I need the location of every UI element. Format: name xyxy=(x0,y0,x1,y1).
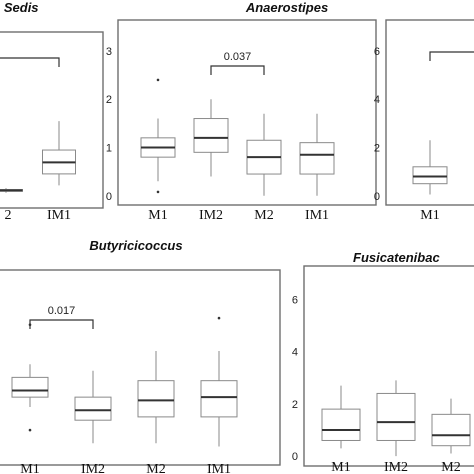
category-label: IM2 xyxy=(81,462,105,474)
category-label: M1 xyxy=(148,208,167,223)
panel-title: Fusicatenibac xyxy=(353,250,440,265)
panel-title: Anaerostipes xyxy=(245,0,328,15)
category-label: IM1 xyxy=(207,462,231,474)
box-body xyxy=(412,166,448,185)
category-label: M1 xyxy=(20,462,39,474)
category-label: M2 xyxy=(254,208,273,223)
box-M2 xyxy=(431,398,471,454)
box-IM1 xyxy=(42,121,76,186)
y-tick-label: 4 xyxy=(374,94,380,106)
chart-panel-1 xyxy=(117,19,377,206)
box-2 xyxy=(0,188,23,193)
category-label: M1 xyxy=(331,460,350,474)
significance-bracket xyxy=(210,65,265,75)
box-M1 xyxy=(140,78,176,194)
p-value-label: 0.017 xyxy=(48,305,76,317)
box-M2 xyxy=(246,113,282,196)
significance-bracket xyxy=(0,57,60,67)
category-label: IM2 xyxy=(199,208,223,223)
category-label: IM1 xyxy=(305,208,329,223)
box-body xyxy=(74,396,112,421)
category-label: M2 xyxy=(146,462,165,474)
box-IM2 xyxy=(193,99,229,177)
box-body xyxy=(431,413,471,447)
category-label: M1 xyxy=(420,208,439,223)
significance-bracket xyxy=(429,51,474,61)
box-body xyxy=(321,408,361,441)
panel-frame xyxy=(117,19,377,206)
y-tick-label: 6 xyxy=(292,294,298,306)
panel-frame xyxy=(385,19,474,206)
y-tick-label: 2 xyxy=(374,142,380,154)
box-M1 xyxy=(11,323,49,432)
y-tick-label: 0 xyxy=(374,191,380,203)
chart-panel-2 xyxy=(385,19,474,206)
y-tick-label: 0 xyxy=(292,451,298,463)
box-M1 xyxy=(412,140,448,195)
box-body xyxy=(137,380,175,418)
outlier-point xyxy=(217,316,221,320)
chart-panel-4 xyxy=(303,265,474,467)
box-body xyxy=(11,376,49,398)
y-tick-label: 3 xyxy=(106,46,112,58)
panel-frame xyxy=(0,31,104,209)
panel-title: Butyricicoccus xyxy=(89,238,182,253)
category-label: IM1 xyxy=(47,208,71,223)
significance-bracket xyxy=(29,319,94,329)
y-tick-label: 4 xyxy=(292,347,298,359)
outlier-point xyxy=(28,428,32,432)
box-M1 xyxy=(321,385,361,449)
panel-frame xyxy=(303,265,474,467)
box-body xyxy=(299,142,335,175)
box-IM2 xyxy=(74,370,112,444)
outlier-point xyxy=(156,78,160,82)
y-tick-label: 6 xyxy=(374,46,380,58)
category-label: M2 xyxy=(441,460,460,474)
p-value-label: 0.037 xyxy=(224,51,252,63)
category-label: 2 xyxy=(5,208,12,223)
y-tick-label: 2 xyxy=(106,94,112,106)
category-label: IM2 xyxy=(384,460,408,474)
chart-panel-3 xyxy=(0,269,281,466)
box-body xyxy=(376,392,416,441)
outlier-point xyxy=(156,190,160,194)
box-IM1 xyxy=(299,113,335,196)
y-tick-label: 0 xyxy=(106,191,112,203)
y-tick-label: 2 xyxy=(292,399,298,411)
panel-frame xyxy=(0,269,281,466)
box-body xyxy=(200,380,238,418)
panel-title: tae Sedis xyxy=(0,0,39,15)
chart-panel-0 xyxy=(0,31,104,209)
box-IM2 xyxy=(376,380,416,457)
box-IM1 xyxy=(200,316,238,447)
y-tick-label: 1 xyxy=(106,142,112,154)
box-M2 xyxy=(137,351,175,444)
box-body xyxy=(193,118,229,153)
